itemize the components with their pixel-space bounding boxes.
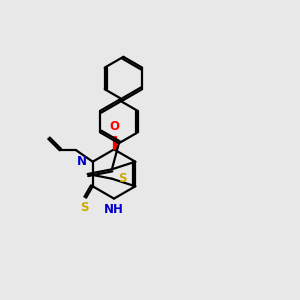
Text: S: S <box>80 201 89 214</box>
Text: N: N <box>77 155 87 168</box>
Text: NH: NH <box>104 203 124 216</box>
Text: S: S <box>118 172 127 185</box>
Text: O: O <box>109 120 119 133</box>
